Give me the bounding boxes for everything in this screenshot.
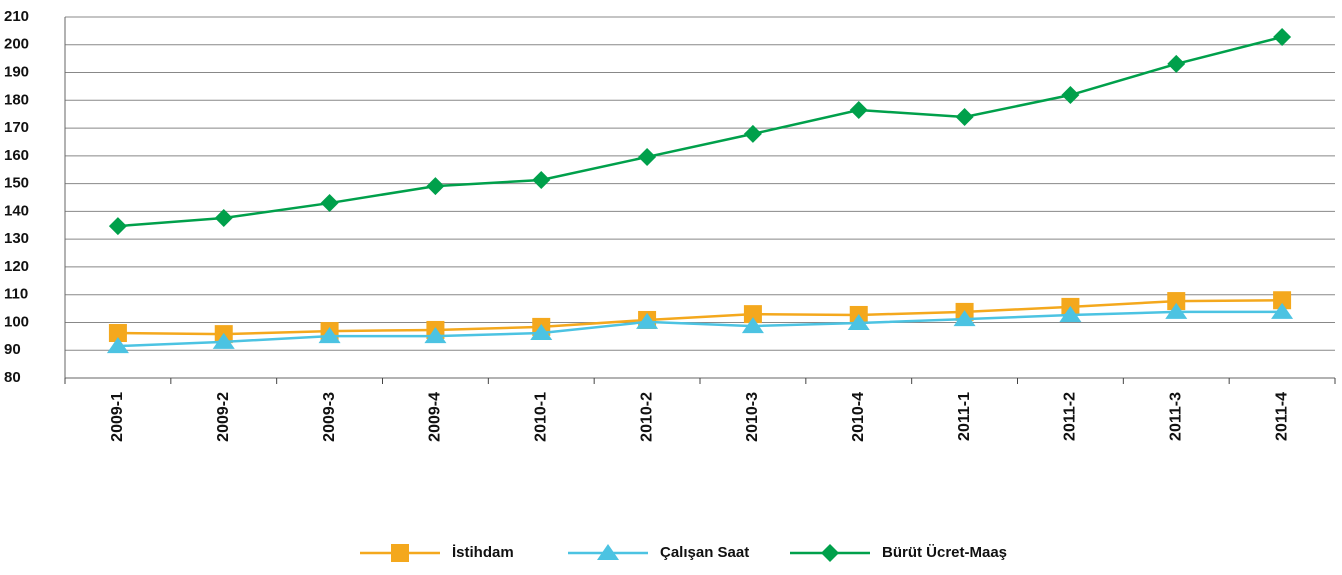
marker [320, 194, 339, 213]
x-tick-label: 2009-3 [321, 392, 338, 442]
x-tick-label: 2009-2 [215, 392, 232, 442]
y-tick-label: 180 [4, 91, 29, 108]
marker [1273, 27, 1292, 46]
marker [821, 544, 839, 562]
y-tick-label: 200 [4, 36, 29, 53]
legend-label: Çalışan Saat [660, 544, 749, 561]
y-tick-label: 130 [4, 230, 29, 247]
marker [1271, 302, 1294, 319]
y-tick-label: 190 [4, 64, 29, 81]
marker [638, 147, 657, 166]
x-tick-label: 2010-1 [532, 392, 549, 442]
marker [106, 337, 129, 354]
marker [424, 327, 447, 344]
marker [391, 544, 409, 562]
marker [214, 209, 233, 228]
marker [849, 101, 868, 120]
marker [1167, 292, 1186, 311]
x-tick-label: 2010-2 [638, 392, 655, 442]
marker [108, 324, 127, 343]
marker [1165, 302, 1188, 319]
x-tick-label: 2009-4 [427, 392, 444, 442]
x-tick-label: 2009-1 [109, 392, 126, 442]
marker [847, 314, 870, 331]
x-tick-label: 2011-1 [956, 392, 973, 441]
marker [1061, 86, 1080, 105]
marker [741, 317, 764, 334]
legend-label: İstihdam [452, 544, 514, 561]
x-tick-label: 2010-3 [744, 392, 761, 442]
marker [636, 312, 659, 329]
x-tick-label: 2011-2 [1062, 392, 1079, 441]
marker [597, 544, 619, 560]
y-tick-label: 210 [4, 8, 29, 25]
marker [1167, 54, 1186, 73]
y-tick-label: 110 [4, 286, 28, 303]
marker [743, 124, 762, 143]
y-tick-label: 150 [4, 175, 29, 192]
y-tick-label: 160 [4, 147, 29, 164]
marker [108, 217, 127, 236]
marker [743, 305, 762, 324]
x-tick-label: 2011-3 [1167, 392, 1184, 441]
legend-label: Bürüt Ücret-Maaş [882, 544, 1007, 561]
y-tick-label: 80 [4, 369, 21, 386]
marker [530, 324, 553, 341]
marker [532, 171, 551, 190]
marker [426, 177, 445, 196]
y-tick-label: 140 [4, 202, 29, 219]
y-tick-label: 90 [4, 341, 21, 358]
marker [955, 107, 974, 126]
series-line [117, 35, 1283, 228]
series-line [117, 298, 1283, 336]
x-tick-label: 2011-4 [1273, 392, 1290, 441]
series-line [117, 310, 1283, 348]
y-tick-label: 100 [4, 313, 29, 330]
y-tick-label: 170 [4, 119, 29, 136]
marker [1273, 291, 1292, 310]
x-tick-label: 2010-4 [850, 392, 867, 442]
marker [318, 327, 341, 344]
y-tick-label: 120 [4, 258, 29, 275]
marker [212, 332, 235, 349]
marker [953, 310, 976, 327]
marker [1059, 305, 1082, 322]
